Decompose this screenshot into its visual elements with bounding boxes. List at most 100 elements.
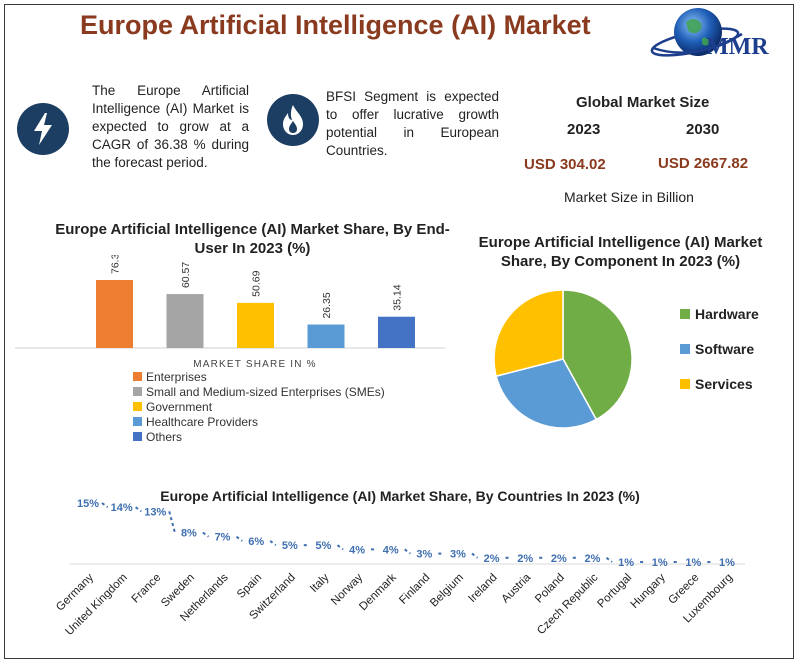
pie-legend-swatch: [680, 309, 690, 319]
pie-legend-item: Software: [680, 341, 759, 357]
country-value-label: 3%: [450, 549, 466, 561]
country-chart-title: Europe Artificial Intelligence (AI) Mark…: [160, 488, 640, 504]
bar-chart: 76.36 60.57 50.69 26.35 35.14 MARKET SHARE IN…: [15, 255, 445, 370]
legend-item: Government: [133, 399, 453, 414]
country-value-label: 13%: [144, 506, 166, 518]
country-tick-label: Czech Republic: [535, 571, 601, 637]
lightning-icon: [17, 103, 69, 155]
pie-legend-label: Software: [695, 341, 755, 357]
country-tick-label: Poland: [533, 572, 567, 606]
bar-5: [378, 316, 415, 348]
pie-legend-label: Hardware: [695, 306, 759, 322]
bar-value-label: 50.69: [251, 270, 263, 296]
legend-item: Enterprises: [133, 369, 453, 384]
bar-1: [96, 280, 133, 348]
country-tick-label: Italy: [308, 571, 332, 595]
legend-label: Enterprises: [146, 369, 207, 384]
country-line-segment: [101, 502, 109, 509]
bfsi-text: BFSI Segment is expected to offer lucrat…: [326, 89, 499, 158]
country-value-label: 1%: [685, 557, 701, 569]
country-tick-label: France: [130, 572, 164, 606]
bar-3: [237, 302, 274, 348]
pie-chart-title: Europe Artificial Intelligence (AI) Mark…: [478, 234, 763, 270]
legend-swatch: [133, 432, 142, 441]
pie-legend-item: Hardware: [680, 306, 759, 322]
country-value-label: 2%: [551, 553, 567, 565]
pie-slice-services: [493, 289, 564, 378]
country-value-label: 8%: [181, 528, 197, 540]
country-value-label: 1%: [719, 557, 735, 569]
country-tick-label: Ireland: [466, 572, 499, 605]
bar-value-label: 60.57: [180, 262, 192, 288]
legend-item: Healthcare Providers: [133, 414, 453, 429]
legend-label: Small and Medium-sized Enterprises (SMEs…: [146, 384, 385, 399]
logo-text: MMR: [706, 34, 769, 60]
country-value-label: 14%: [111, 502, 133, 514]
cagr-text: The Europe Artificial Intelligence (AI) …: [92, 83, 249, 170]
legend-swatch: [133, 402, 142, 411]
globe-icon: [650, 8, 743, 57]
country-tick-label: Hungary: [629, 571, 668, 610]
country-value-label: 1%: [618, 557, 634, 569]
market-size-unit-note: Market Size in Billion: [564, 189, 694, 205]
market-size-2023: USD 304.02: [524, 156, 606, 173]
legend-swatch: [133, 417, 142, 426]
country-value-label: 7%: [215, 532, 231, 544]
country-tick-label: Finland: [397, 572, 432, 607]
country-value-label: 2%: [484, 553, 500, 565]
legend-item: Others: [133, 429, 453, 444]
global-market-title: Global Market Size: [576, 94, 710, 111]
country-value-label: 6%: [248, 536, 264, 548]
pie-legend-item: Services: [680, 376, 759, 392]
market-size-2030: USD 2667.82: [658, 155, 749, 172]
pie-legend-swatch: [680, 344, 690, 354]
country-tick-label: Spain: [235, 572, 264, 601]
bar-chart-title: Europe Artificial Intelligence (AI) Mark…: [55, 221, 450, 257]
pie-legend-label: Services: [695, 376, 753, 392]
country-value-label: 5%: [282, 540, 298, 552]
infographic-frame: [4, 4, 794, 659]
country-value-label: 3%: [416, 549, 432, 561]
country-value-label: 4%: [349, 544, 365, 556]
country-line-segment: [202, 531, 210, 538]
country-value-label: 2%: [585, 553, 601, 565]
year-2023: 2023: [567, 121, 601, 138]
legend-swatch: [133, 372, 142, 381]
country-tick-label: United Kingdom: [63, 572, 129, 638]
country-line-segment: [471, 552, 479, 559]
country-line-segment: [235, 535, 243, 542]
country-line-segment: [168, 511, 176, 533]
legend-label: Others: [146, 429, 183, 444]
page-title: Europe Artificial Intelligence (AI) Mark…: [80, 10, 591, 40]
legend-label: Government: [146, 399, 213, 414]
legend-item: Small and Medium-sized Enterprises (SMEs…: [133, 384, 453, 399]
year-2030: 2030: [686, 121, 720, 138]
bar-2: [166, 294, 204, 348]
bar-4: [307, 324, 345, 348]
pie-legend-swatch: [680, 379, 690, 389]
bar-value-label: 76.36: [110, 255, 122, 274]
country-tick-label: Austria: [500, 571, 534, 605]
legend-swatch: [133, 387, 142, 396]
country-value-label: 1%: [652, 557, 668, 569]
bar-value-label: 26.35: [321, 292, 333, 318]
pie-chart-legend: Hardware Software Services: [680, 306, 759, 411]
country-tick-label: Belgium: [428, 572, 466, 610]
country-value-label: 4%: [383, 544, 399, 556]
country-line-segment: [135, 506, 142, 513]
country-value-label: 15%: [77, 498, 99, 510]
flame-icon: [267, 94, 319, 146]
country-line-segment: [336, 544, 344, 551]
legend-label: Healthcare Providers: [146, 414, 259, 429]
country-line-segment: [605, 556, 613, 563]
bar-axis-label: MARKET SHARE IN %: [193, 359, 317, 370]
country-tick-label: Denmark: [357, 571, 399, 613]
country-value-label: 2%: [517, 553, 533, 565]
country-line-segment: [404, 548, 411, 555]
mmr-logo: MMR: [650, 4, 790, 64]
country-value-label: 5%: [315, 540, 331, 552]
pie-chart: [493, 289, 633, 429]
bar-chart-legend: Enterprises Small and Medium-sized Enterp…: [133, 369, 453, 444]
country-tick-label: Portugal: [595, 572, 634, 611]
pie-slice-hardware: [562, 289, 633, 421]
